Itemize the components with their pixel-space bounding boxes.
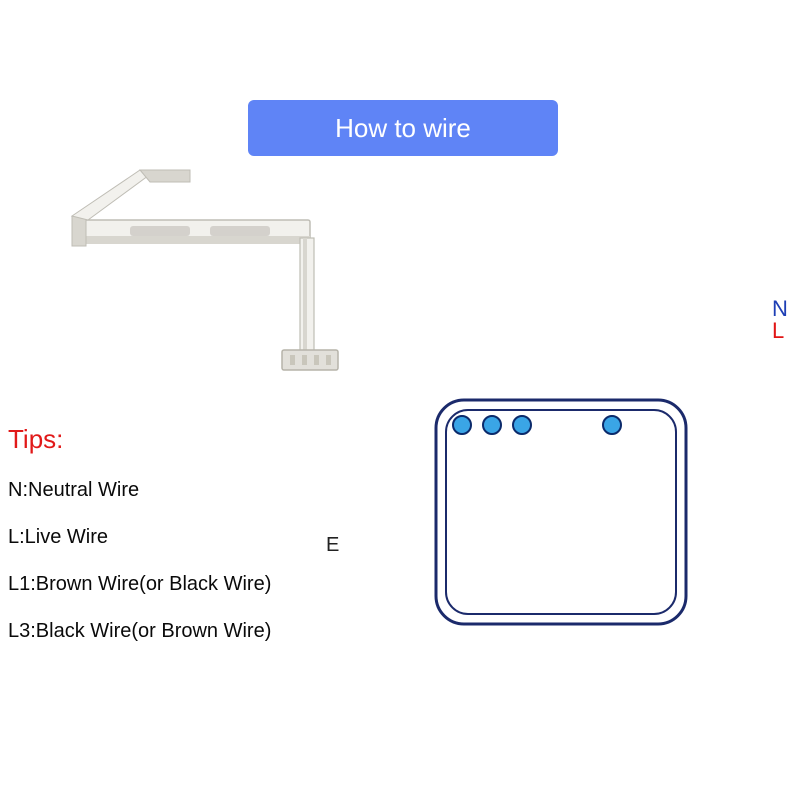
tips-row: L:Live Wire	[8, 526, 271, 549]
tips-block: Tips: N:Neutral Wire L:Live Wire L1:Brown …	[8, 424, 271, 643]
label-E-ground: E	[326, 534, 339, 557]
terminal	[513, 416, 531, 434]
tips-row: L3:Black Wire(or Brown Wire)	[8, 620, 271, 643]
curtain-rail	[72, 170, 314, 352]
tips-rows: N:Neutral Wire L:Live Wire L1:Brown Wire(o…	[8, 479, 271, 643]
terminal	[483, 416, 501, 434]
wiring-svg	[0, 0, 800, 800]
diagram-stage: How to wire N L E Tips: N:Neutral WireL:…	[0, 0, 800, 800]
terminal	[453, 416, 471, 434]
module-inner	[446, 410, 676, 614]
tips-heading: Tips:	[8, 424, 271, 455]
terminal	[603, 416, 621, 434]
tips-row: N:Neutral Wire	[8, 479, 271, 502]
tips-row: L1:Brown Wire(or Black Wire)	[8, 573, 271, 596]
label-L-supply: L	[772, 318, 784, 344]
module-outer	[436, 400, 686, 624]
